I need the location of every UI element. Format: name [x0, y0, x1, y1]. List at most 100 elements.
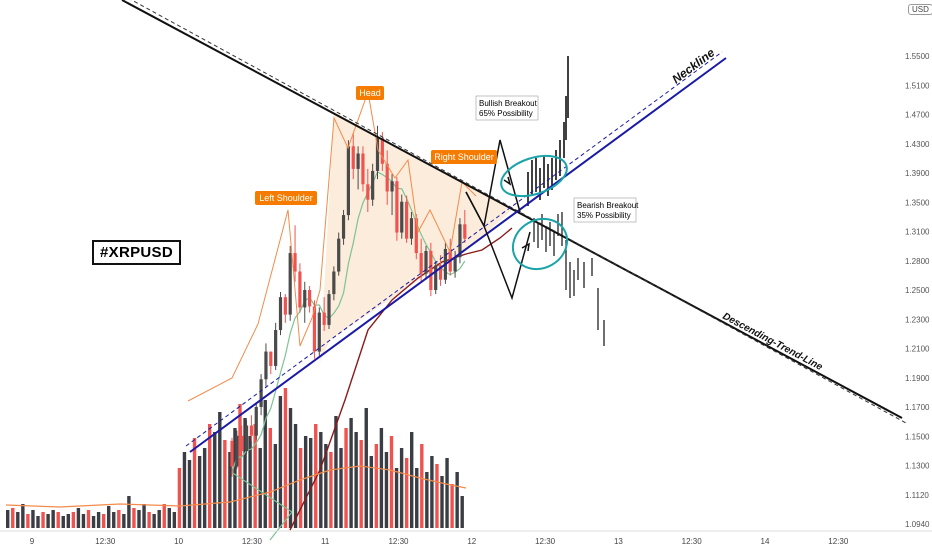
candle-body	[278, 297, 283, 331]
volume-bar	[228, 452, 232, 528]
volume-bar	[404, 458, 409, 528]
descending-trend-line[interactable]	[121, 0, 903, 419]
candle-body	[395, 181, 399, 233]
volume-bar	[359, 440, 363, 528]
head-label: Head	[356, 86, 384, 100]
volume-bar	[81, 514, 86, 528]
volume-bar	[147, 512, 151, 528]
candle-body	[453, 257, 457, 272]
volume-bar	[112, 512, 116, 528]
candle-body	[249, 425, 253, 436]
price-tick-label: 1.3500	[905, 198, 930, 207]
candle-body	[322, 312, 326, 325]
currency-badge[interactable]: USD	[908, 4, 932, 15]
price-tick-label: 1.4300	[905, 140, 930, 149]
svg-text:Head: Head	[359, 88, 381, 98]
volume-bar	[369, 456, 373, 528]
price-tick-label: 1.1700	[905, 403, 930, 412]
candle-body	[375, 138, 380, 171]
time-tick-label: 12:30	[828, 537, 849, 546]
candle-body	[409, 218, 414, 239]
volume-bar	[46, 514, 50, 528]
volume-bar	[379, 428, 384, 528]
volume-bar	[399, 448, 404, 528]
candle-body	[235, 435, 239, 467]
volume-bar	[364, 408, 368, 528]
time-tick-label: 14	[761, 537, 770, 546]
volume-bar	[248, 436, 252, 528]
volume-bar	[142, 504, 146, 528]
candle-body	[419, 253, 423, 274]
trendline-label: Descending-Trend-Line	[721, 311, 825, 373]
bearish-ellipse	[511, 217, 569, 271]
moving-averages	[5, 171, 513, 541]
volume-bar	[233, 428, 237, 528]
candle-body	[269, 351, 273, 366]
time-axis[interactable]: 9 12:30 10 12:30 11 12:30 12 12:30 13 12:30 14 12:3…	[30, 537, 849, 546]
volume-bar	[107, 506, 111, 528]
time-tick-label: 13	[614, 537, 623, 546]
candle-body	[312, 306, 317, 352]
candle-body	[288, 253, 292, 315]
candle-body	[380, 138, 384, 164]
price-tick-label: 1.1120	[905, 491, 929, 500]
volume-bar	[324, 444, 328, 528]
volume-bar	[16, 512, 20, 528]
candle-body	[400, 201, 404, 233]
volume-bar	[384, 452, 389, 528]
volume-bar	[197, 456, 202, 528]
candle-body	[274, 330, 278, 366]
bullish-arrow-head	[503, 176, 512, 186]
volume-bar	[238, 404, 242, 528]
candle-body	[438, 265, 443, 280]
volume-bar	[137, 510, 141, 528]
candle-body	[434, 265, 438, 290]
volume-bar	[425, 472, 429, 528]
volume-bar	[389, 436, 394, 528]
volume-bar	[6, 510, 10, 528]
time-tick-label: 11	[321, 537, 330, 546]
volume-bar	[354, 432, 358, 528]
candle-body	[230, 440, 234, 467]
time-tick-label: 12:30	[535, 537, 556, 546]
svg-text:Bullish Breakout: Bullish Breakout	[479, 99, 538, 108]
neckline[interactable]	[189, 57, 727, 453]
price-tick-label: 1.5500	[905, 52, 930, 61]
candle-body	[327, 294, 331, 325]
volume-bar	[122, 514, 126, 528]
volume-bar	[445, 458, 449, 528]
volume-bars	[6, 388, 464, 528]
volume-bar	[127, 496, 131, 528]
volume-bar	[223, 440, 227, 528]
volume-bar	[349, 418, 353, 528]
svg-text:Right Shoulder: Right Shoulder	[434, 152, 494, 162]
candle-body	[458, 224, 462, 258]
price-tick-label: 1.1500	[905, 432, 930, 441]
volume-bar	[56, 512, 60, 528]
time-tick-label: 12:30	[242, 537, 263, 546]
volume-bar	[101, 514, 106, 528]
volume-bar	[152, 514, 156, 528]
candle-body	[264, 351, 268, 380]
volume-bar	[31, 510, 35, 528]
candle-body	[385, 163, 389, 192]
volume-bar	[202, 448, 207, 528]
volume-bar	[430, 456, 434, 528]
price-axis[interactable]: 1.5500 1.5100 1.4700 1.4300 1.3900 1.3500 1.31…	[905, 52, 930, 529]
price-tick-label: 1.0940	[905, 520, 930, 529]
time-tick-label: 10	[174, 537, 183, 546]
volume-bar	[329, 452, 333, 528]
price-tick-label: 1.2100	[905, 345, 930, 354]
volume-bar	[192, 438, 197, 528]
volume-bar	[288, 408, 293, 528]
neckline-label: Neckline	[669, 45, 717, 86]
volume-bar	[36, 516, 40, 528]
volume-bar	[91, 516, 96, 528]
time-tick-label: 12	[467, 537, 476, 546]
volume-bar	[132, 508, 136, 528]
volume-bar	[11, 508, 15, 528]
volume-bar	[263, 400, 267, 528]
svg-text:35% Possibility: 35% Possibility	[577, 211, 631, 220]
bullish-breakout-label: Bullish Breakout 65% Possibility	[475, 95, 539, 121]
